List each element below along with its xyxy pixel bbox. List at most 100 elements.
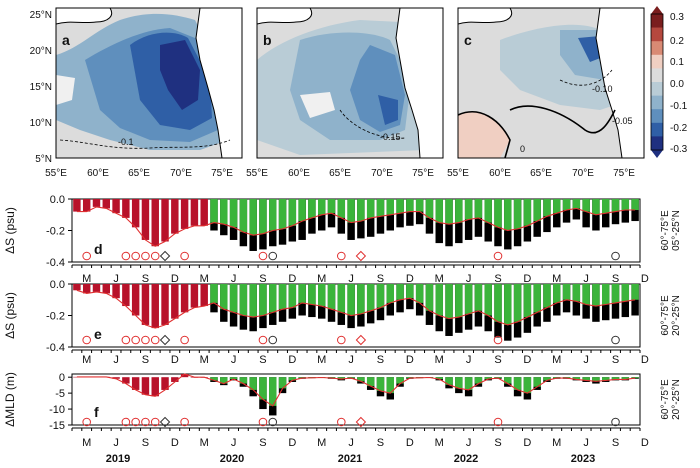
bar xyxy=(200,284,208,307)
bar-component xyxy=(455,199,463,223)
event-marker-circle xyxy=(131,417,140,427)
month-label: M xyxy=(82,437,91,449)
bar xyxy=(180,374,189,378)
bar xyxy=(102,199,110,209)
bar-component xyxy=(533,377,541,387)
bar-component xyxy=(631,377,639,379)
y-tick-label: -10 xyxy=(49,404,65,416)
bar-component xyxy=(455,284,463,318)
month-label: M xyxy=(200,273,209,285)
bar-component xyxy=(445,284,453,319)
bar xyxy=(406,199,414,226)
bar-component xyxy=(239,199,248,233)
month-label: D xyxy=(171,354,179,366)
event-marker-circle xyxy=(121,335,131,345)
month-label: J xyxy=(466,437,472,449)
lat-tick: 25°N xyxy=(30,10,52,21)
bar xyxy=(82,199,91,212)
month-label: J xyxy=(231,273,237,285)
event-marker-circle xyxy=(611,335,620,345)
lat-tick: 5°N xyxy=(35,154,52,165)
bar-component xyxy=(396,284,404,300)
contour-label: -0.1 xyxy=(118,137,134,147)
bar-component xyxy=(464,284,473,314)
bar-component xyxy=(386,199,394,215)
bar-component xyxy=(239,284,248,316)
month-label: M xyxy=(552,354,561,366)
bar-component xyxy=(327,199,336,214)
bar-component xyxy=(318,199,326,215)
bar-component xyxy=(631,284,639,300)
month-label: M xyxy=(435,354,444,366)
colorbar-label: 0.1 xyxy=(670,57,684,68)
lon-tick: 55°E xyxy=(45,168,67,179)
lon-tick: 65°E xyxy=(530,168,552,179)
contour-label: -0.15 xyxy=(380,132,401,142)
bar-component xyxy=(239,377,248,384)
event-marker-circle xyxy=(268,417,278,427)
colorbar-swatch xyxy=(651,136,663,151)
bar-component xyxy=(366,377,375,387)
colorbar-label: 0.0 xyxy=(670,79,684,90)
event-marker-circle xyxy=(180,251,189,261)
bar-component xyxy=(464,377,473,390)
lon-tick: 65°E xyxy=(128,168,150,179)
bar xyxy=(92,199,101,207)
bar xyxy=(161,284,169,325)
colorbar-swatch xyxy=(651,14,663,28)
series-line xyxy=(76,206,636,247)
bar-component xyxy=(523,377,532,394)
month-label: D xyxy=(171,273,179,285)
event-marker-diamond xyxy=(355,334,367,346)
bar-component xyxy=(357,199,365,222)
bar-component xyxy=(504,199,512,231)
bar-component xyxy=(474,199,483,218)
bar xyxy=(102,284,110,294)
bar-component xyxy=(269,284,277,313)
y-axis-label: ΔS (psu) xyxy=(3,292,17,339)
bar-component xyxy=(543,377,551,381)
bar-component xyxy=(288,284,297,308)
y-tick-label: -0.2 xyxy=(46,226,65,238)
bar-component xyxy=(249,199,257,236)
bar-component xyxy=(376,284,385,308)
bar-component xyxy=(445,199,453,225)
bar-component xyxy=(435,199,443,223)
bar-component xyxy=(611,284,620,303)
event-marker-diamond xyxy=(159,416,171,428)
bar-component xyxy=(484,199,492,223)
bar xyxy=(190,284,199,308)
bar xyxy=(151,377,159,397)
bar xyxy=(582,199,590,228)
bar-component xyxy=(259,377,267,400)
event-marker-circle xyxy=(141,251,150,261)
bar-component xyxy=(327,284,336,310)
event-marker-circle xyxy=(268,251,278,261)
region-label: 20°-25°N xyxy=(671,295,682,336)
event-marker-circle xyxy=(268,335,278,345)
bar-component xyxy=(396,199,404,214)
bar-component xyxy=(249,377,257,390)
bar-component xyxy=(366,284,375,311)
bar-component xyxy=(543,284,551,308)
year-label: 2021 xyxy=(338,453,362,465)
bar-component xyxy=(366,199,375,218)
bar-component xyxy=(386,284,394,303)
month-label: M xyxy=(317,273,326,285)
event-marker-circle xyxy=(611,417,620,427)
region-label: 60°-75°E xyxy=(660,210,671,251)
bar-component xyxy=(357,284,365,314)
event-marker-circle xyxy=(121,417,131,427)
bar-component xyxy=(396,377,404,384)
bar-component xyxy=(435,284,443,316)
lat-tick: 15°N xyxy=(30,82,52,93)
bar-component xyxy=(259,284,267,316)
panel-label: e xyxy=(94,326,102,342)
map-panel-c: -0.10 -0.05 0 c xyxy=(457,7,645,159)
month-label: M xyxy=(200,437,209,449)
y-tick-label: -0.4 xyxy=(46,342,65,354)
colorbar-swatch xyxy=(651,41,663,56)
bar-component xyxy=(376,199,385,217)
longitude-axis: 55°E 60°E 65°E 70°E 75°E 55°E 60°E 65°E … xyxy=(45,168,635,179)
colorbar-swatch xyxy=(651,82,663,96)
